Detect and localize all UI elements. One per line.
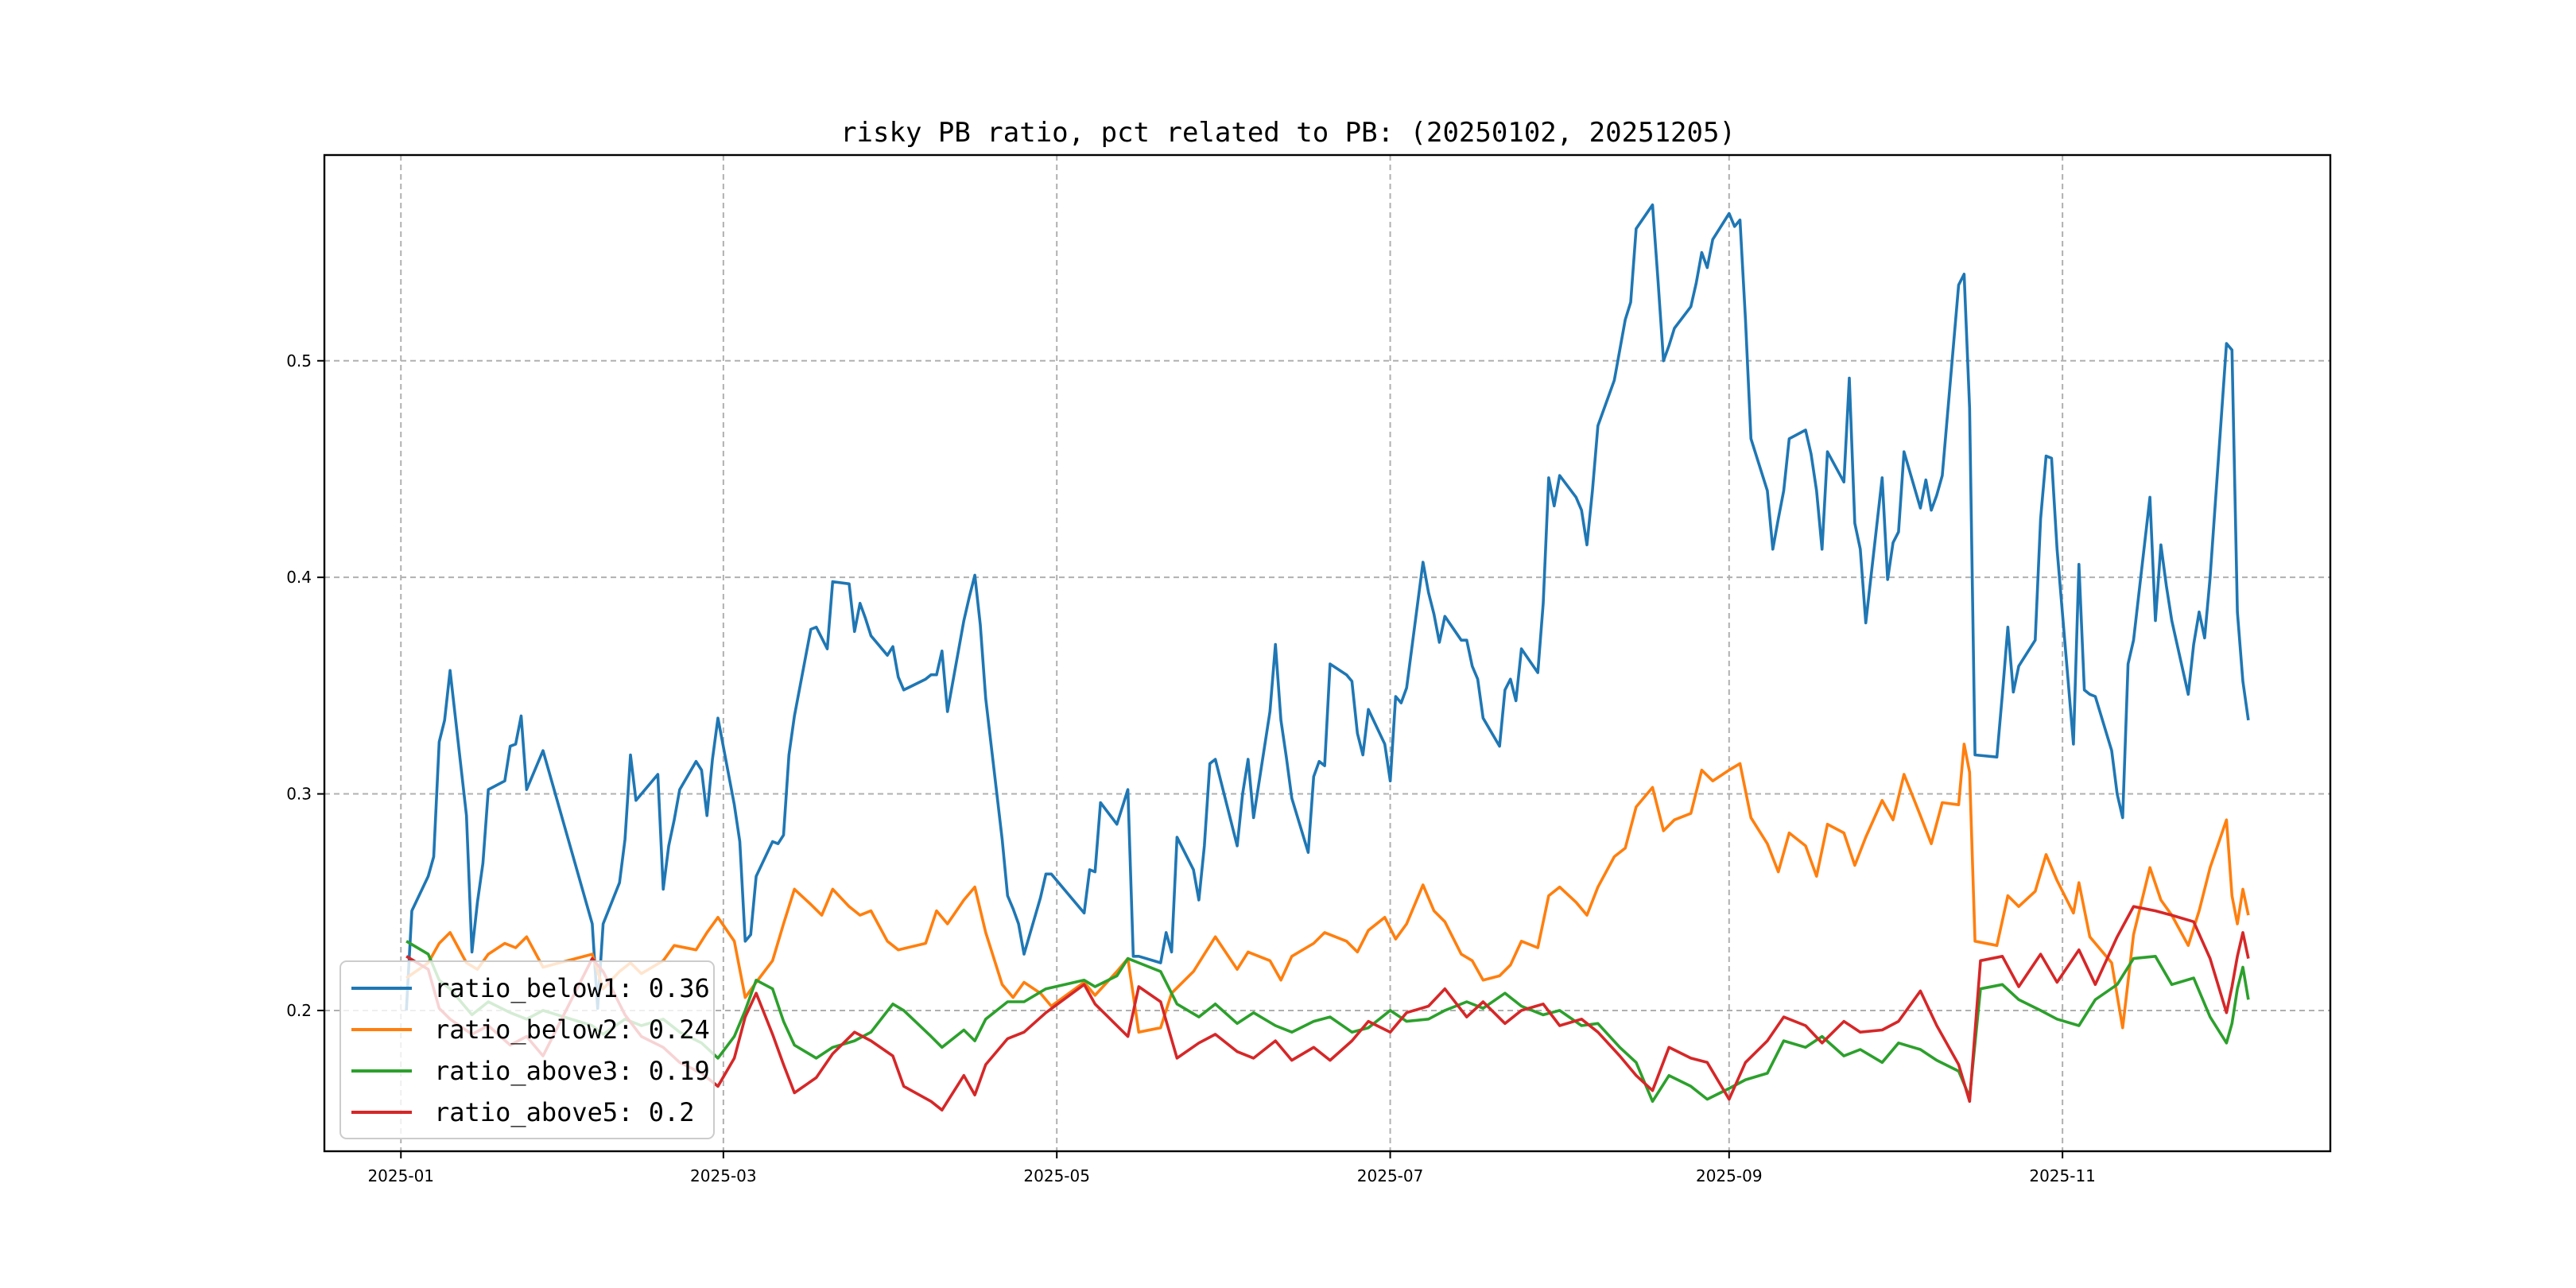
y-tick-label: 0.2 xyxy=(286,1001,312,1020)
legend-box xyxy=(339,960,715,1139)
legend-label: ratio_below1: 0.36 xyxy=(434,973,710,1003)
x-tick-label: 2025-07 xyxy=(1357,1166,1424,1185)
chart-title: risky PB ratio, pct related to PB: (2025… xyxy=(840,117,1736,149)
legend-label: ratio_below2: 0.24 xyxy=(434,1014,710,1045)
legend-label: ratio_above3: 0.19 xyxy=(434,1056,710,1086)
series-line-ratio_below1 xyxy=(405,203,2250,1011)
legend-label: ratio_above5: 0.2 xyxy=(434,1097,695,1127)
series-lines xyxy=(405,203,2250,1111)
x-tick-label: 2025-11 xyxy=(2029,1166,2096,1185)
y-tick-label: 0.5 xyxy=(286,351,312,370)
x-axis: 2025-01 2025-03 2025-05 2025-07 2025-09 2025-… xyxy=(367,1151,2096,1185)
legend: ratio_below1: 0.36 ratio_below2: 0.24 rati… xyxy=(339,960,715,1139)
x-tick-label: 2025-09 xyxy=(1696,1166,1763,1185)
series-line-ratio_above3 xyxy=(405,940,2250,1104)
plot-frame xyxy=(323,153,2332,1153)
series-line-ratio_above5 xyxy=(405,905,2250,1111)
x-tick-label: 2025-05 xyxy=(1023,1166,1090,1185)
x-tick-label: 2025-01 xyxy=(367,1166,434,1185)
y-axis: 0.2 0.3 0.4 0.5 xyxy=(286,351,324,1020)
x-tick-label: 2025-03 xyxy=(690,1166,757,1185)
y-tick-label: 0.4 xyxy=(286,568,312,587)
y-tick-label: 0.3 xyxy=(286,785,312,804)
